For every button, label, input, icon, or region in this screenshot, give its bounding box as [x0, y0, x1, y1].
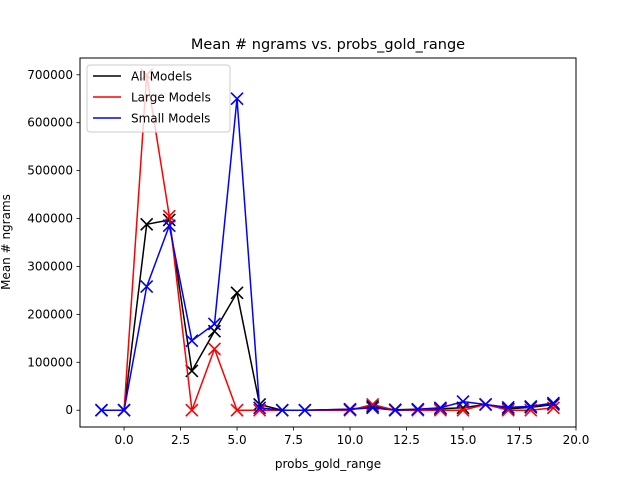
- data-point-small-models: [501, 400, 515, 414]
- data-point-small-models: [117, 403, 131, 417]
- y-tick-label: 700000: [27, 68, 73, 82]
- data-point-small-models: [456, 395, 470, 409]
- data-point-small-models: [366, 401, 380, 415]
- data-point-all-models: [501, 402, 515, 416]
- legend-label-large-models: Large Models: [131, 91, 211, 105]
- data-point-all-models: [140, 217, 154, 231]
- data-point-small-models: [343, 402, 357, 416]
- data-point-small-models: [546, 396, 560, 410]
- y-tick-label: 600000: [27, 116, 73, 130]
- y-tick-label: 300000: [27, 259, 73, 273]
- x-axis-title: probs_gold_range: [275, 457, 381, 471]
- plot-area: 0.0 2.5 5.0 7.5 10.0 12.5 15.0 17.5 20.0 0 100000…: [27, 57, 590, 447]
- y-axis-title: Mean # ngrams: [0, 194, 13, 290]
- legend: All Models Large Models Small Models: [86, 64, 231, 133]
- series-small-models: [94, 92, 560, 417]
- y-axis-ticks: 0 100000 200000 300000 400000 500000 600000 700…: [27, 68, 80, 417]
- x-tick-label: 12.5: [393, 433, 420, 447]
- series-layer: [94, 68, 560, 417]
- data-point-small-models: [207, 317, 222, 331]
- chart-title: Mean # ngrams vs. probs_gold_range: [191, 37, 465, 53]
- data-point-all-models: [366, 399, 380, 413]
- x-tick-label: 0.0: [115, 433, 134, 447]
- data-point-small-models: [162, 219, 176, 233]
- data-point-small-models: [185, 334, 199, 348]
- x-tick-label: 15.0: [450, 433, 477, 447]
- x-tick-label: 10.0: [337, 433, 364, 447]
- y-tick-label: 0: [65, 403, 73, 417]
- data-point-small-models: [411, 402, 425, 416]
- data-point-small-models: [140, 280, 154, 294]
- data-point-small-models: [479, 397, 493, 412]
- data-point-large-models: [185, 403, 199, 417]
- legend-frame: [86, 64, 231, 133]
- y-tick-label: 200000: [27, 307, 73, 321]
- series-line-small-models: [101, 97, 554, 411]
- data-point-small-models: [524, 399, 538, 413]
- y-tick-label: 400000: [27, 212, 73, 226]
- legend-label-all-models: All Models: [131, 70, 192, 84]
- data-point-small-models: [298, 403, 312, 417]
- x-tick-label: 5.0: [228, 433, 247, 447]
- y-tick-label: 100000: [27, 355, 73, 369]
- data-point-large-models: [162, 209, 176, 223]
- data-point-small-models: [388, 403, 402, 417]
- axes-frame: [79, 57, 577, 428]
- x-axis-ticks: 0.0 2.5 5.0 7.5 10.0 12.5 15.0 17.5 20.0: [115, 427, 590, 447]
- data-point-all-models: [456, 401, 470, 415]
- legend-label-small-models: Small Models: [131, 112, 210, 126]
- data-point-small-models: [230, 92, 244, 106]
- data-point-small-models: [253, 401, 267, 415]
- x-tick-label: 2.5: [171, 433, 190, 447]
- x-tick-label: 20.0: [563, 433, 590, 447]
- x-tick-label: 17.5: [506, 433, 533, 447]
- data-point-large-models: [230, 403, 244, 417]
- x-tick-label: 7.5: [284, 433, 303, 447]
- data-point-small-models: [433, 401, 447, 415]
- data-point-large-models: [253, 403, 267, 417]
- data-point-large-models: [207, 342, 222, 356]
- data-point-all-models: [230, 286, 244, 300]
- y-tick-label: 500000: [27, 164, 73, 178]
- data-point-small-models: [275, 403, 289, 417]
- data-point-small-models: [94, 403, 109, 417]
